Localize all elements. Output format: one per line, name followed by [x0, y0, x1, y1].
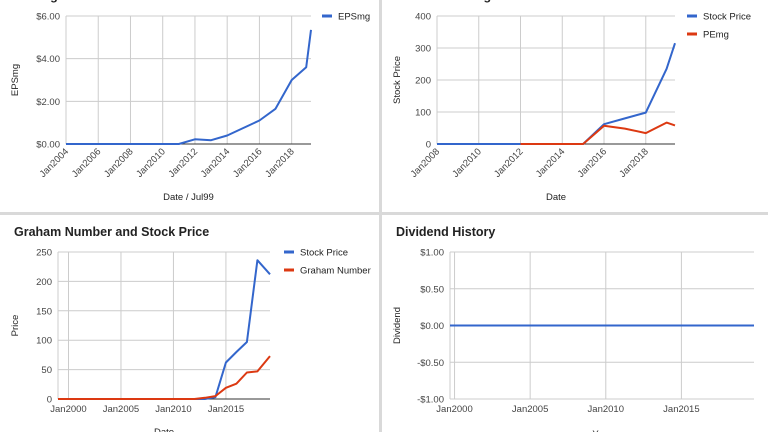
- x-tick-label: Jan2012: [167, 146, 201, 180]
- y-tick-label: 0: [426, 140, 431, 151]
- x-axis-title: Year: [592, 429, 611, 432]
- y-tick-label: 100: [415, 108, 431, 119]
- x-tick-label: Jan2005: [103, 404, 139, 415]
- x-tick-label: Jan2008: [102, 146, 136, 180]
- y-tick-label: 100: [36, 336, 52, 347]
- x-tick-label: Jan2014: [534, 146, 568, 180]
- y-tick-label: 200: [415, 76, 431, 87]
- y-tick-label: 150: [36, 306, 52, 317]
- legend-label: Stock Price: [300, 248, 348, 259]
- y-tick-label: -$0.50: [417, 358, 444, 369]
- y-axis-title: Price: [10, 315, 21, 337]
- x-tick-label: Jan2016: [576, 146, 610, 180]
- y-tick-label: $1.00: [420, 248, 444, 259]
- eps-chart: EPSmg$0.00$2.00$4.00$6.00Jan2004Jan2006J…: [10, 0, 370, 203]
- x-tick-label: Jan2000: [50, 404, 86, 415]
- eps-chart-panel: EPSmg$0.00$2.00$4.00$6.00Jan2004Jan2006J…: [0, 0, 379, 212]
- graham-chart-panel: Graham Number and Stock Price 0 50 100 150 20…: [0, 215, 379, 432]
- x-tick-label: Jan2010: [588, 404, 624, 415]
- x-tick-label: Jan2014: [199, 146, 233, 180]
- y-tick-label: 200: [36, 277, 52, 288]
- legend-label: Graham Number: [300, 266, 371, 277]
- legend-label: PEmg: [703, 30, 729, 41]
- x-tick-label: Jan2012: [492, 146, 526, 180]
- x-tick-label: Jan2006: [70, 146, 104, 180]
- x-axis-title: Date / Jul99: [163, 192, 214, 203]
- x-tick-label: Jan2015: [208, 404, 244, 415]
- y-tick-label: 250: [36, 248, 52, 259]
- y-axis-title: Stock Price: [392, 56, 403, 104]
- y-tick-label: $2.00: [36, 97, 60, 108]
- series-line-graham-number: [58, 355, 271, 400]
- legend-label: Stock Price: [703, 12, 751, 23]
- chart-title: Price and PEmg: [396, 0, 491, 3]
- dividend-chart: Dividend History -$1.00 -$0.50 $0.00 $0.50 $1…: [392, 225, 754, 432]
- y-tick-label: $0.00: [420, 321, 444, 332]
- price-pe-chart: Price and PEmg0100200300400Jan2008Jan201…: [392, 0, 751, 203]
- y-axis-title: EPSmg: [10, 64, 21, 96]
- y-tick-label: -$1.00: [417, 395, 444, 406]
- x-tick-label: Jan2016: [231, 146, 265, 180]
- y-tick-label: $0.00: [36, 140, 60, 151]
- y-tick-label: 50: [41, 365, 52, 376]
- x-tick-label: Jan2005: [512, 404, 548, 415]
- x-tick-label: Jan2004: [38, 146, 72, 180]
- legend-label: EPSmg: [338, 12, 370, 23]
- y-tick-label: $4.00: [36, 54, 60, 65]
- x-axis-title: Date: [154, 427, 174, 432]
- chart-title: Dividend History: [396, 225, 495, 239]
- y-tick-label: $0.50: [420, 284, 444, 295]
- x-tick-label: Jan2008: [409, 146, 443, 180]
- x-tick-label: Jan2015: [663, 404, 699, 415]
- x-tick-label: Jan2010: [155, 404, 191, 415]
- chart-title: EPSmg: [14, 0, 58, 3]
- series-line-epsmg: [66, 29, 312, 145]
- y-tick-label: $6.00: [36, 12, 60, 23]
- x-tick-label: Jan2010: [450, 146, 484, 180]
- x-axis-title: Date: [546, 192, 566, 203]
- series-line-stock-price: [437, 42, 676, 145]
- y-tick-label: 300: [415, 44, 431, 55]
- y-tick-label: 400: [415, 12, 431, 23]
- chart-title: Graham Number and Stock Price: [14, 225, 209, 239]
- y-tick-label: 0: [47, 395, 52, 406]
- x-tick-label: Jan2010: [134, 146, 168, 180]
- x-tick-label: Jan2018: [263, 146, 297, 180]
- price-pe-chart-panel: Price and PEmg0100200300400Jan2008Jan201…: [382, 0, 768, 212]
- y-axis-title: Dividend: [392, 307, 403, 344]
- graham-chart: Graham Number and Stock Price 0 50 100 150 20…: [10, 225, 371, 432]
- series-line-pemg: [520, 121, 676, 145]
- x-tick-label: Jan2000: [436, 404, 472, 415]
- dividend-chart-panel: Dividend History -$1.00 -$0.50 $0.00 $0.50 $1…: [382, 215, 768, 432]
- x-tick-label: Jan2018: [617, 146, 651, 180]
